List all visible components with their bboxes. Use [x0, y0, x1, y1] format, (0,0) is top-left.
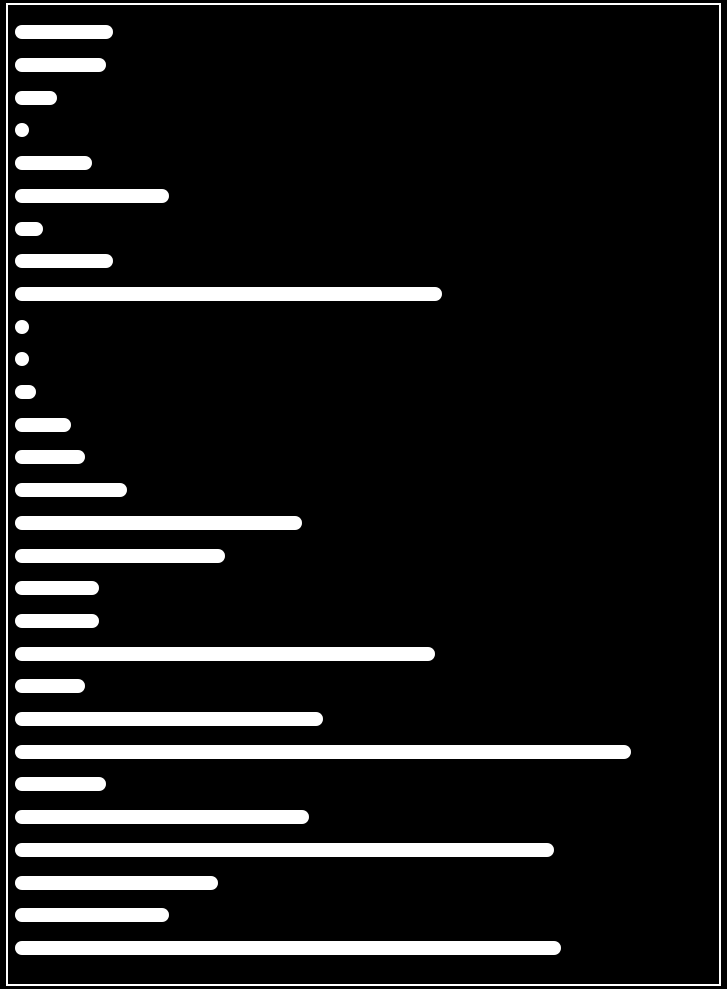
bar	[15, 25, 113, 39]
bar	[15, 385, 36, 399]
bar	[15, 712, 323, 726]
bar	[15, 450, 85, 464]
bar	[15, 254, 113, 268]
bar	[15, 287, 442, 301]
bar	[15, 156, 92, 170]
chart-canvas	[0, 0, 727, 989]
bar	[15, 745, 631, 759]
bar	[15, 647, 435, 661]
bar	[15, 810, 309, 824]
bar	[15, 843, 554, 857]
bar	[15, 91, 57, 105]
bar	[15, 418, 71, 432]
bar	[15, 189, 169, 203]
bar	[15, 908, 169, 922]
bar	[15, 941, 561, 955]
bar	[15, 516, 302, 530]
bar	[15, 320, 29, 334]
bar	[15, 222, 43, 236]
bar	[15, 777, 106, 791]
bar	[15, 549, 225, 563]
bar	[15, 679, 85, 693]
bar	[15, 614, 99, 628]
bar	[15, 581, 99, 595]
bar	[15, 483, 127, 497]
bar	[15, 58, 106, 72]
bar	[15, 876, 218, 890]
